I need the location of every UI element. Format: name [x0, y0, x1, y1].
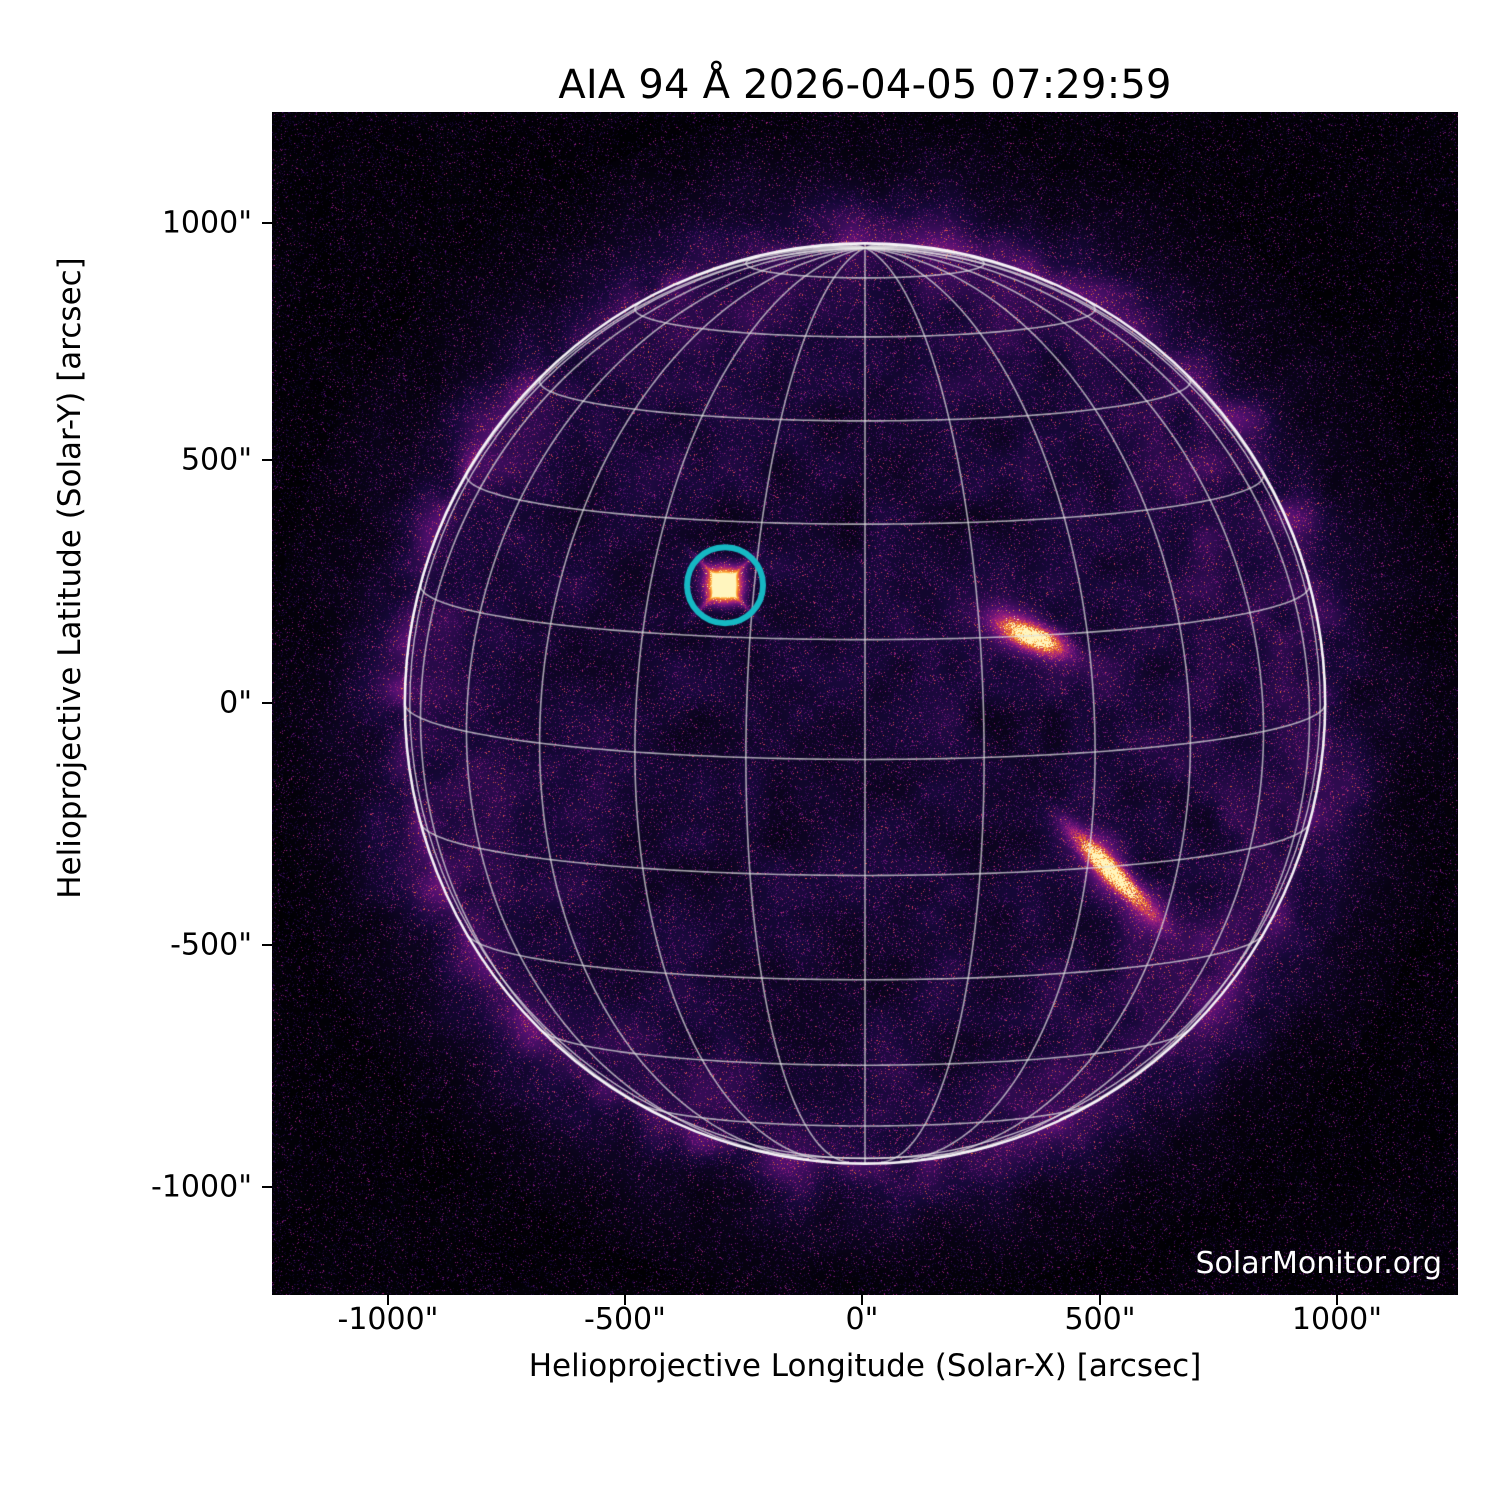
x-tick-mark [387, 1295, 389, 1305]
x-tick-mark [624, 1295, 626, 1305]
y-tick-mark [262, 1186, 272, 1188]
watermark-solarmonitor: SolarMonitor.org [1195, 1246, 1442, 1281]
y-tick-label: -500" [170, 927, 252, 963]
x-tick-label: 1000" [1291, 1302, 1383, 1337]
y-tick-label: -1000" [151, 1169, 252, 1205]
solar-disk-canvas [272, 112, 1458, 1295]
x-tick-mark [1336, 1295, 1338, 1305]
y-tick-mark [262, 944, 272, 946]
x-tick-label: 500" [1064, 1302, 1136, 1337]
y-tick-mark [262, 222, 272, 224]
page-title: AIA 94 Å 2026-04-05 07:29:59 [558, 62, 1172, 108]
y-tick-mark [262, 459, 272, 461]
y-axis-label: Helioprojective Latitude (Solar-Y) [arcs… [52, 257, 88, 899]
x-tick-label: -1000" [337, 1302, 439, 1337]
x-tick-mark [861, 1295, 863, 1305]
x-axis-label: Helioprojective Longitude (Solar-X) [arc… [528, 1348, 1202, 1384]
y-tick-label: 1000" [161, 205, 252, 241]
y-tick-label: 500" [180, 442, 252, 478]
solar-image-plot-area: SolarMonitor.org [272, 112, 1458, 1295]
x-tick-label: 0" [845, 1302, 879, 1337]
x-tick-label: -500" [584, 1302, 666, 1337]
x-tick-mark [1099, 1295, 1101, 1305]
y-tick-label: 0" [219, 685, 252, 721]
y-tick-mark [262, 702, 272, 704]
